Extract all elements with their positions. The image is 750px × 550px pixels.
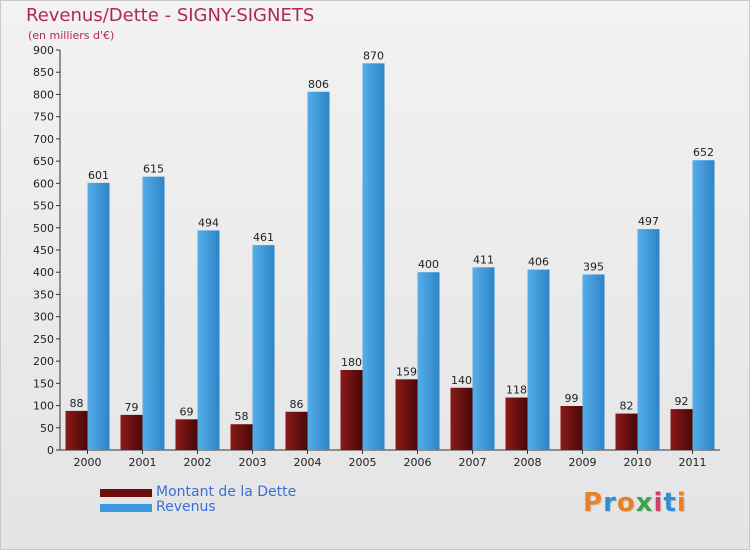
x-tick-label: 2002 — [184, 456, 212, 469]
y-tick-label: 700 — [33, 133, 54, 146]
y-tick-label: 150 — [33, 377, 54, 390]
y-tick-label: 500 — [33, 222, 54, 235]
x-tick-label: 2000 — [74, 456, 102, 469]
data-label-dette: 82 — [620, 400, 634, 413]
logo-letter: i — [676, 488, 687, 518]
data-label-revenus: 406 — [528, 256, 549, 269]
data-label-dette: 99 — [565, 392, 579, 405]
x-tick-label: 2004 — [294, 456, 322, 469]
data-label-revenus: 411 — [473, 253, 494, 266]
bar-dette — [395, 379, 418, 450]
data-label-dette: 118 — [506, 384, 527, 397]
bar-revenus — [637, 229, 660, 450]
bar-dette — [450, 387, 473, 450]
y-tick-label: 900 — [33, 44, 54, 57]
logo-letter: i — [653, 488, 664, 518]
x-tick-label: 2008 — [514, 456, 542, 469]
logo-letter: x — [635, 488, 654, 518]
bar-dette — [65, 410, 88, 450]
bar-revenus — [252, 245, 275, 450]
data-label-dette: 140 — [451, 374, 472, 387]
y-tick-label: 50 — [40, 422, 54, 435]
x-tick-label: 2006 — [404, 456, 432, 469]
data-label-dette: 79 — [125, 401, 139, 414]
logo-letter: P — [583, 488, 604, 518]
y-tick-label: 750 — [33, 111, 54, 124]
y-tick-label: 800 — [33, 88, 54, 101]
bar-dette — [340, 370, 363, 450]
bar-dette — [230, 424, 253, 450]
bar-dette — [285, 411, 308, 450]
bar-revenus — [142, 176, 165, 450]
x-tick-label: 2003 — [239, 456, 267, 469]
y-tick-label: 550 — [33, 200, 54, 213]
data-label-revenus: 806 — [308, 78, 329, 91]
logo-letter: r — [603, 488, 617, 518]
data-label-revenus: 870 — [363, 49, 384, 62]
y-tick-label: 600 — [33, 177, 54, 190]
data-label-revenus: 494 — [198, 216, 219, 229]
bar-dette — [670, 409, 693, 450]
bar-dette — [505, 397, 528, 450]
chart-subtitle: (en milliers d'€) — [28, 29, 115, 42]
bar-dette — [615, 413, 638, 450]
x-tick-label: 2007 — [459, 456, 487, 469]
logo-letter: t — [663, 488, 677, 518]
chart-title: Revenus/Dette - SIGNY-SIGNETS — [26, 5, 315, 26]
y-tick-label: 200 — [33, 355, 54, 368]
y-tick-label: 0 — [47, 444, 54, 457]
bar-revenus — [197, 230, 220, 450]
x-tick-label: 2009 — [569, 456, 597, 469]
bar-revenus — [417, 272, 440, 450]
legend-swatch-revenus — [100, 504, 152, 512]
bar-revenus — [582, 274, 605, 450]
x-tick-label: 2001 — [129, 456, 157, 469]
data-label-dette: 180 — [341, 356, 362, 369]
y-tick-label: 650 — [33, 155, 54, 168]
bar-revenus — [362, 63, 385, 450]
x-tick-label: 2010 — [624, 456, 652, 469]
data-label-dette: 69 — [180, 405, 194, 418]
bar-revenus — [527, 269, 550, 450]
bar-revenus — [692, 160, 715, 450]
y-tick-label: 100 — [33, 400, 54, 413]
data-label-revenus: 497 — [638, 215, 659, 228]
legend-swatch-dette — [100, 489, 152, 497]
data-label-dette: 92 — [675, 395, 689, 408]
bar-dette — [175, 419, 198, 450]
data-label-revenus: 601 — [88, 169, 109, 182]
bar-revenus — [307, 91, 330, 451]
x-tick-label: 2005 — [349, 456, 377, 469]
data-label-dette: 58 — [235, 410, 249, 423]
y-tick-label: 350 — [33, 288, 54, 301]
bar-revenus — [472, 267, 495, 450]
legend-label-revenus: Revenus — [156, 499, 216, 515]
bar-dette — [120, 414, 143, 450]
legend-label-dette: Montant de la Dette — [156, 484, 297, 500]
bar-revenus — [87, 182, 110, 450]
y-tick-label: 400 — [33, 266, 54, 279]
data-label-revenus: 395 — [583, 260, 604, 273]
data-label-revenus: 652 — [693, 146, 714, 159]
x-tick-label: 2011 — [679, 456, 707, 469]
proxiti-logo: Proxiti — [583, 488, 687, 518]
y-tick-label: 850 — [33, 66, 54, 79]
data-label-dette: 86 — [290, 398, 304, 411]
data-label-revenus: 615 — [143, 163, 164, 176]
y-tick-label: 450 — [33, 244, 54, 257]
data-label-dette: 88 — [70, 397, 84, 410]
data-label-dette: 159 — [396, 365, 417, 378]
bar-dette — [560, 406, 583, 450]
data-label-revenus: 400 — [418, 258, 439, 271]
y-tick-label: 300 — [33, 311, 54, 324]
y-tick-label: 250 — [33, 333, 54, 346]
data-label-revenus: 461 — [253, 231, 274, 244]
logo-letter: o — [616, 488, 636, 518]
